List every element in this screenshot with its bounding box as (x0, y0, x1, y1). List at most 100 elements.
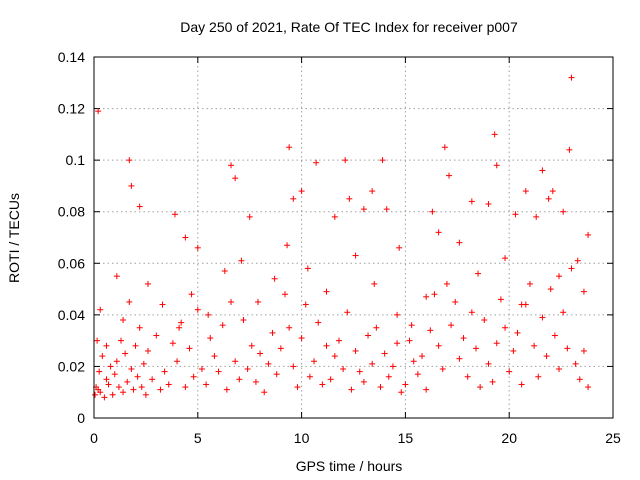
x-axis-label: GPS time / hours (296, 458, 403, 474)
data-point (198, 366, 205, 373)
data-point (304, 265, 311, 272)
data-point (335, 337, 342, 344)
y-tick-label: 0 (77, 410, 85, 426)
data-point (344, 309, 351, 316)
data-point (472, 345, 479, 352)
data-point (493, 340, 500, 347)
data-point (556, 366, 563, 373)
data-point (381, 350, 388, 357)
data-point (369, 360, 376, 367)
y-tick-label: 0.04 (58, 307, 85, 323)
data-point (468, 198, 475, 205)
data-point (178, 319, 185, 326)
data-point (99, 353, 106, 360)
chart-title: Day 250 of 2021, Rate Of TEC Index for r… (180, 19, 518, 35)
data-point (323, 342, 330, 349)
data-point (456, 239, 463, 246)
data-point (394, 311, 401, 318)
data-point (138, 384, 145, 391)
data-point (441, 144, 448, 151)
data-point (564, 345, 571, 352)
data-point (423, 386, 430, 393)
data-point (286, 324, 293, 331)
data-point (475, 270, 482, 277)
data-point (273, 371, 280, 378)
data-point (194, 306, 201, 313)
data-point (389, 363, 396, 370)
data-point (435, 229, 442, 236)
data-point (427, 327, 434, 334)
data-point (456, 355, 463, 362)
x-tick-label: 0 (90, 430, 98, 446)
data-point (533, 213, 540, 220)
data-point (126, 157, 133, 164)
data-point (128, 182, 135, 189)
data-point (549, 188, 556, 195)
data-point (290, 363, 297, 370)
data-point (383, 206, 390, 213)
data-point (396, 244, 403, 251)
data-point (408, 322, 415, 329)
data-point (205, 311, 212, 318)
data-point (103, 342, 110, 349)
x-tick-label: 15 (398, 430, 414, 446)
data-point (126, 298, 133, 305)
data-point (94, 337, 101, 344)
data-point (539, 167, 546, 174)
data-point (346, 195, 353, 202)
data-point (489, 378, 496, 385)
data-point (149, 376, 156, 383)
y-axis-label: ROTI / TECUs (6, 193, 22, 283)
data-point (510, 347, 517, 354)
plot-frame (93, 56, 614, 419)
data-point (531, 342, 538, 349)
data-point (379, 157, 386, 164)
data-point (468, 309, 475, 316)
data-point (443, 280, 450, 287)
data-point (406, 337, 413, 344)
data-point (560, 208, 567, 215)
data-point (246, 213, 253, 220)
data-point (398, 389, 405, 396)
data-point (371, 280, 378, 287)
x-tick-labels: 0 5 10 15 20 25 (90, 430, 621, 446)
data-point (352, 252, 359, 259)
data-point (194, 244, 201, 251)
data-point (153, 332, 160, 339)
data-point (348, 386, 355, 393)
data-point (506, 368, 513, 375)
data-point (568, 74, 575, 81)
grid-lines (94, 57, 613, 418)
y-tick-labels: 0 0.02 0.04 0.06 0.08 0.1 0.12 0.14 (58, 49, 85, 426)
data-point (176, 324, 183, 331)
data-point (566, 146, 573, 153)
data-point (211, 353, 218, 360)
data-point (261, 389, 268, 396)
data-point (574, 257, 581, 264)
data-point (186, 345, 193, 352)
data-point (298, 335, 305, 342)
data-point (117, 337, 124, 344)
data-point (240, 317, 247, 324)
data-point (120, 389, 127, 396)
data-point (306, 373, 313, 380)
data-point (431, 291, 438, 298)
data-point (481, 317, 488, 324)
data-point (96, 368, 103, 375)
data-point (95, 108, 102, 115)
data-point (331, 213, 338, 220)
data-point (248, 342, 255, 349)
data-point (252, 378, 259, 385)
data-point (497, 296, 504, 303)
data-point (165, 381, 172, 388)
data-point (394, 340, 401, 347)
data-point (464, 373, 471, 380)
data-point (219, 322, 226, 329)
data-point (572, 360, 579, 367)
y-tick-label: 0.06 (58, 255, 85, 271)
data-point (331, 353, 338, 360)
data-point (171, 211, 178, 218)
data-point (113, 273, 120, 280)
data-point (103, 376, 110, 383)
data-point (360, 206, 367, 213)
